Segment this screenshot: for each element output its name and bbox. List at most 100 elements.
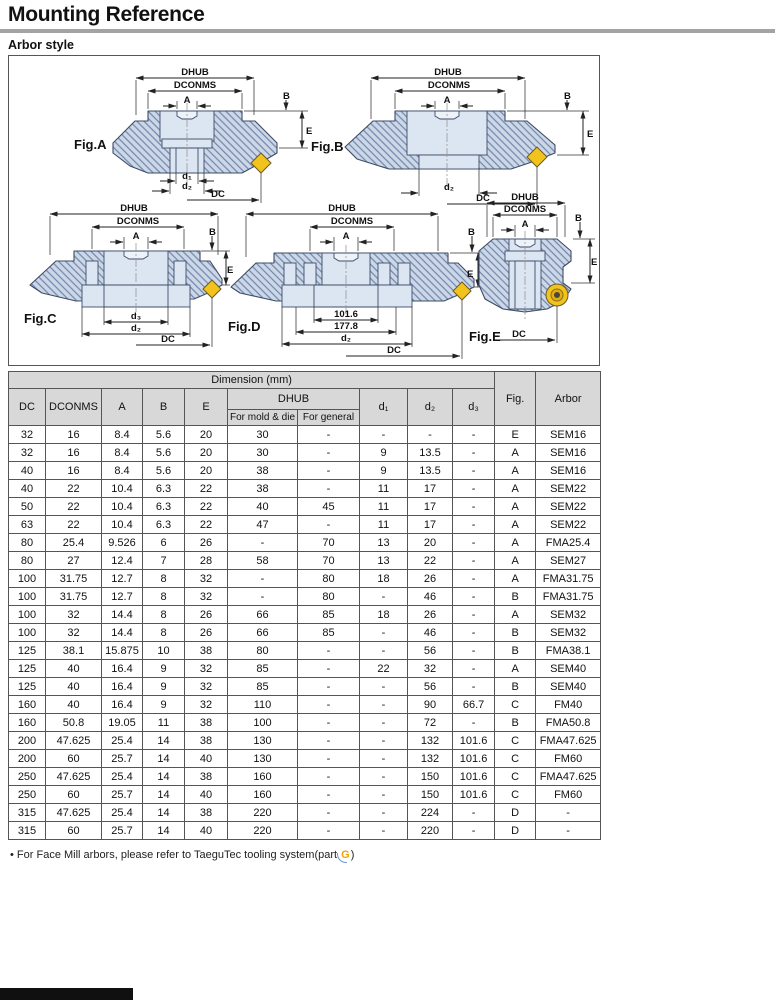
cell: 22 xyxy=(359,659,408,678)
cell: 80 xyxy=(227,641,298,660)
table-row: 250 60 25.7 14 40 160- -150 101.6 C FM60 xyxy=(8,785,602,804)
cell: - xyxy=(227,587,298,606)
cell: A xyxy=(494,443,537,462)
cell: 40 xyxy=(184,749,228,768)
cell: 100 xyxy=(8,605,46,624)
figure-panel: DHUB DCONMS A B E d₁ d₂ DC Fig.A xyxy=(8,55,600,366)
page-title: Mounting Reference xyxy=(8,3,205,26)
cell: 8 xyxy=(142,587,185,606)
cell: 25.4 xyxy=(101,803,143,822)
part-g-badge: G xyxy=(341,849,350,861)
cell: - xyxy=(297,785,360,804)
cell: 40 xyxy=(8,461,46,480)
figure-label: Fig.A xyxy=(74,137,107,152)
cell: A xyxy=(494,497,537,516)
cell: 32 xyxy=(184,659,228,678)
cell: 38 xyxy=(227,479,298,498)
cell: FM40 xyxy=(535,695,602,714)
cell: 250 xyxy=(8,767,46,786)
cell: 47 xyxy=(227,515,298,534)
cell: 6.3 xyxy=(142,497,185,516)
cell: 125 xyxy=(8,659,46,678)
cell: 12.4 xyxy=(101,551,143,570)
col-header-a: A xyxy=(101,388,143,426)
cell: 50 xyxy=(8,497,46,516)
cell: SEM22 xyxy=(535,497,602,516)
col-header-arbor: Arbor xyxy=(535,371,602,426)
cell: 200 xyxy=(8,731,46,750)
cell: 16 xyxy=(45,443,102,462)
table-row: 40 16 8.4 5.6 20 38-9 13.5- A SEM16 xyxy=(8,461,602,480)
col-header-dhub: DHUB xyxy=(227,388,360,410)
cell: FMA25.4 xyxy=(535,533,602,552)
cell: 132 xyxy=(407,749,453,768)
cell: 46 xyxy=(407,587,453,606)
dim-label: DC xyxy=(211,189,225,200)
cell: 20 xyxy=(184,425,228,444)
cell: 18 xyxy=(359,605,408,624)
cell: 8 xyxy=(142,569,185,588)
dim-label: DCONMS xyxy=(331,216,373,227)
cell: 14.4 xyxy=(101,623,143,642)
figure-label: Fig.D xyxy=(228,319,261,334)
cell: 38 xyxy=(184,803,228,822)
cell: 66 xyxy=(227,605,298,624)
dim-label: DCONMS xyxy=(428,80,470,91)
cell: 40 xyxy=(45,677,102,696)
cell: - xyxy=(451,659,496,678)
cell: 26 xyxy=(184,605,228,624)
cell: 9 xyxy=(142,677,185,696)
dim-label: B xyxy=(209,227,216,238)
cell: 13 xyxy=(359,551,408,570)
corner-tab xyxy=(0,988,133,1000)
cell: 47.625 xyxy=(45,731,102,750)
cell: 32 xyxy=(184,569,228,588)
cell: - xyxy=(451,677,496,696)
cell: 101.6 xyxy=(451,785,496,804)
cell: - xyxy=(451,461,496,480)
dim-label: A xyxy=(444,95,451,106)
cell: - xyxy=(297,803,360,822)
cell: 8.4 xyxy=(101,443,143,462)
cell: 32 xyxy=(407,659,453,678)
cell: - xyxy=(451,551,496,570)
cell: 11 xyxy=(359,497,408,516)
cell: - xyxy=(451,497,496,516)
cell: 16 xyxy=(45,461,102,480)
table-title: Dimension (mm) xyxy=(7,371,496,389)
figure-label: Fig.C xyxy=(24,311,57,326)
col-header-d1: d₁ xyxy=(359,388,408,426)
cell: - xyxy=(451,623,496,642)
cell: 17 xyxy=(407,497,453,516)
cell: 22 xyxy=(184,515,228,534)
cell: 38 xyxy=(184,731,228,750)
cell: - xyxy=(227,533,298,552)
cell: 58 xyxy=(227,551,298,570)
table-row: 100 31.75 12.7 8 32-80-46- B FMA31.75 xyxy=(8,587,602,606)
cell: - xyxy=(297,713,360,732)
cell: 27 xyxy=(45,551,102,570)
cell: FMA50.8 xyxy=(535,713,602,732)
cell: 22 xyxy=(45,479,102,498)
cell: 9 xyxy=(359,461,408,480)
cell: 14.4 xyxy=(101,605,143,624)
dim-label: 177.8 xyxy=(334,321,358,332)
cell: 110 xyxy=(227,695,298,714)
cell: - xyxy=(451,713,496,732)
cell: 85 xyxy=(297,605,360,624)
cell: 6.3 xyxy=(142,479,185,498)
cell: - xyxy=(359,623,408,642)
cell: 25.7 xyxy=(101,785,143,804)
cell: SEM32 xyxy=(535,623,602,642)
cell: 13.5 xyxy=(407,443,453,462)
cell: SEM40 xyxy=(535,659,602,678)
cell: 25.4 xyxy=(45,533,102,552)
cell: 40 xyxy=(184,821,228,840)
table-row: 315 47.625 25.4 14 38 220- -224- D - xyxy=(8,803,602,822)
section-subtitle: Arbor style xyxy=(8,38,74,52)
cell: 10 xyxy=(142,641,185,660)
figure-label: Fig.E xyxy=(469,329,501,344)
cell: 32 xyxy=(45,605,102,624)
cell: 9 xyxy=(142,695,185,714)
cell: 100 xyxy=(8,623,46,642)
